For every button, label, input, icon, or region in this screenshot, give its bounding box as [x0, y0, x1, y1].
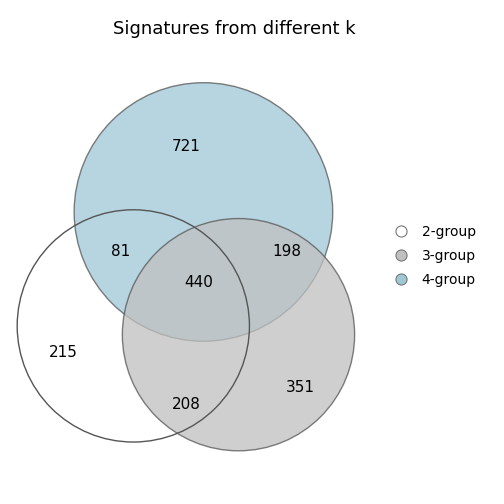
Legend: 2-group, 3-group, 4-group: 2-group, 3-group, 4-group [382, 220, 481, 292]
Text: 721: 721 [171, 139, 201, 154]
Text: 351: 351 [285, 380, 314, 395]
Text: 208: 208 [171, 397, 201, 412]
Text: 81: 81 [110, 244, 130, 259]
Title: Signatures from different k: Signatures from different k [113, 20, 355, 38]
Text: 198: 198 [272, 244, 301, 259]
Text: 440: 440 [184, 275, 214, 290]
Circle shape [122, 219, 355, 451]
Text: 215: 215 [49, 345, 78, 360]
Circle shape [74, 83, 333, 341]
